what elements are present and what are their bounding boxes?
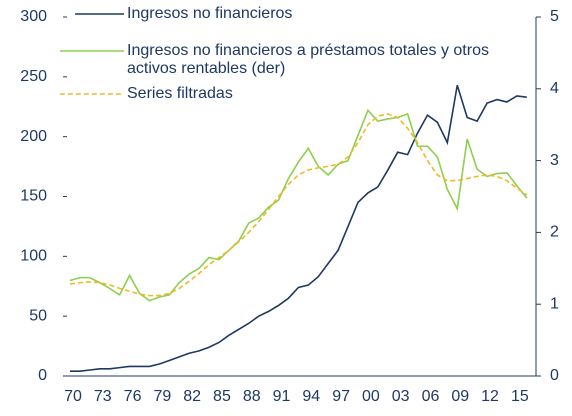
y-tick-label: 150 [20, 188, 47, 205]
y2-tick-label: 5 [550, 8, 559, 25]
x-tick-label: 76 [124, 388, 142, 405]
x-tick-label: 70 [64, 388, 82, 405]
x-tick-label: 15 [511, 388, 529, 405]
legend-label: Series filtradas [127, 85, 233, 102]
x-tick-label: 97 [332, 388, 350, 405]
y2-tick-label: 2 [550, 224, 559, 241]
x-tick-label: 06 [422, 388, 440, 405]
series-line [70, 84, 527, 373]
x-tick-label: 73 [94, 388, 112, 405]
y-tick-label: 250 [20, 68, 47, 85]
y2-tick-label: 0 [550, 367, 559, 384]
series-line [69, 108, 528, 302]
x-tick-label: 94 [302, 388, 320, 405]
x-tick-label: 12 [481, 388, 499, 405]
x-tick-label: 09 [451, 388, 469, 405]
y-tick-label: 0 [38, 367, 47, 384]
y-tick-label: 50 [29, 307, 47, 324]
y2-tick-label: 1 [550, 295, 559, 312]
y-tick-label: 100 [20, 248, 47, 265]
x-tick-label: 79 [153, 388, 171, 405]
x-tick-label: 03 [392, 388, 410, 405]
y-tick-label: 300 [20, 8, 47, 25]
x-tick-label: 88 [243, 388, 261, 405]
x-tick-label: 91 [273, 388, 291, 405]
x-tick-label: 00 [362, 388, 380, 405]
y-tick-label: 200 [20, 128, 47, 145]
legend-label: Ingresos no financieros [127, 5, 293, 22]
x-tick-label: 82 [183, 388, 201, 405]
y2-tick-label: 4 [550, 80, 559, 97]
x-tick-label: 85 [213, 388, 231, 405]
y2-tick-label: 3 [550, 152, 559, 169]
series-line [69, 113, 528, 297]
legend-label: Ingresos no financieros a préstamos tota… [127, 42, 489, 77]
